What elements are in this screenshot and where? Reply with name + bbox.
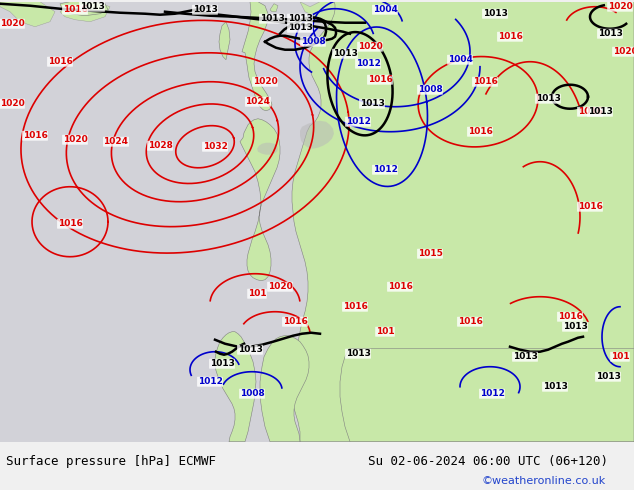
Text: 1013: 1013 xyxy=(482,9,507,18)
Text: 1016: 1016 xyxy=(578,202,602,211)
Text: 1016: 1016 xyxy=(498,32,522,41)
Text: 1013: 1013 xyxy=(588,107,612,116)
Text: 1012: 1012 xyxy=(198,377,223,386)
Text: 1008: 1008 xyxy=(301,37,325,46)
Text: 1013: 1013 xyxy=(259,14,285,23)
Text: 1013: 1013 xyxy=(543,382,567,391)
Text: 1013: 1013 xyxy=(288,14,313,23)
Text: 1013: 1013 xyxy=(238,345,262,354)
Polygon shape xyxy=(219,22,230,60)
Text: 1013: 1013 xyxy=(333,49,358,58)
Polygon shape xyxy=(270,4,278,12)
Text: 1016: 1016 xyxy=(472,77,498,86)
Text: 1028: 1028 xyxy=(148,141,172,150)
Text: 1008: 1008 xyxy=(240,389,264,398)
Text: 1012: 1012 xyxy=(346,117,370,126)
Text: 1013: 1013 xyxy=(193,5,217,14)
Polygon shape xyxy=(0,2,55,27)
Text: 1013: 1013 xyxy=(210,359,235,368)
Text: 1012: 1012 xyxy=(479,389,505,398)
Text: 1016: 1016 xyxy=(63,5,87,14)
Text: 1024: 1024 xyxy=(103,137,129,146)
Polygon shape xyxy=(289,2,634,441)
Polygon shape xyxy=(240,119,280,281)
Text: 1013: 1013 xyxy=(359,99,384,108)
Polygon shape xyxy=(257,143,278,155)
Text: 1020: 1020 xyxy=(252,77,278,86)
Text: 1020: 1020 xyxy=(358,42,382,51)
Text: 1013: 1013 xyxy=(536,94,560,103)
Text: 1016: 1016 xyxy=(48,57,72,66)
Text: Surface pressure [hPa] ECMWF: Surface pressure [hPa] ECMWF xyxy=(6,455,216,468)
Text: 101: 101 xyxy=(248,289,266,298)
Polygon shape xyxy=(260,336,309,441)
Text: 1016: 1016 xyxy=(368,75,392,84)
Text: 1020: 1020 xyxy=(0,19,24,28)
Text: 101: 101 xyxy=(611,352,630,361)
Polygon shape xyxy=(60,2,108,16)
Text: 1012: 1012 xyxy=(356,59,380,68)
Text: 1004: 1004 xyxy=(448,55,472,64)
Text: 1013: 1013 xyxy=(512,352,538,361)
Text: ©weatheronline.co.uk: ©weatheronline.co.uk xyxy=(482,476,606,486)
Text: 1016: 1016 xyxy=(467,127,493,136)
Text: 1016: 1016 xyxy=(342,302,368,311)
Text: 1013: 1013 xyxy=(598,29,623,38)
Text: 1016: 1016 xyxy=(283,317,307,326)
Text: 1016: 1016 xyxy=(557,312,583,321)
Polygon shape xyxy=(60,2,110,22)
Text: 1020: 1020 xyxy=(0,99,24,108)
Polygon shape xyxy=(242,2,272,111)
Text: 1013: 1013 xyxy=(562,322,588,331)
Text: 1016: 1016 xyxy=(578,107,602,116)
Polygon shape xyxy=(300,121,334,149)
Text: 1013: 1013 xyxy=(346,349,370,358)
Polygon shape xyxy=(300,2,345,22)
Text: 1020: 1020 xyxy=(607,2,632,11)
Polygon shape xyxy=(215,332,256,441)
Text: 1013: 1013 xyxy=(595,372,621,381)
Text: 1020: 1020 xyxy=(63,135,87,144)
Text: 1016: 1016 xyxy=(387,282,413,291)
Text: 1008: 1008 xyxy=(418,85,443,94)
Text: 1020: 1020 xyxy=(268,282,292,291)
Text: 1032: 1032 xyxy=(202,142,228,151)
Text: 1016: 1016 xyxy=(458,317,482,326)
Text: 1013: 1013 xyxy=(288,23,313,32)
Polygon shape xyxy=(340,349,634,441)
Text: 1012: 1012 xyxy=(373,165,398,174)
Text: Su 02-06-2024 06:00 UTC (06+120): Su 02-06-2024 06:00 UTC (06+120) xyxy=(368,455,608,468)
Text: 101: 101 xyxy=(376,327,394,336)
Text: 1013: 1013 xyxy=(79,2,105,11)
Text: 1020: 1020 xyxy=(612,47,634,56)
Text: 1016: 1016 xyxy=(23,131,48,140)
Text: 1016: 1016 xyxy=(58,219,82,228)
Text: 1004: 1004 xyxy=(373,5,398,14)
Text: 1015: 1015 xyxy=(418,249,443,258)
Text: 1024: 1024 xyxy=(245,97,271,106)
